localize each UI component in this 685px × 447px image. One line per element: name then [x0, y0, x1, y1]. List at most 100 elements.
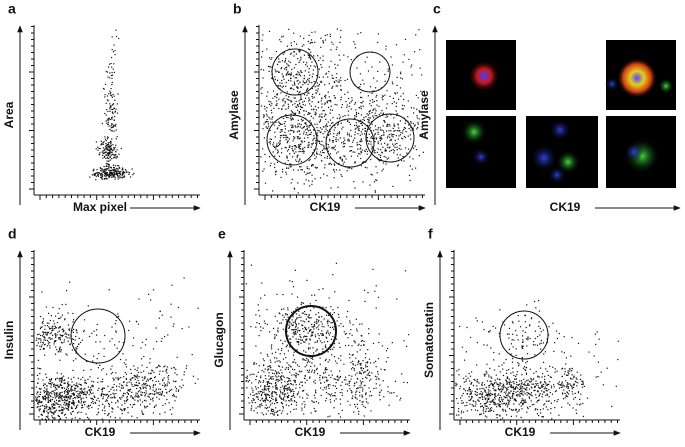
dot [108, 143, 109, 144]
dot [333, 44, 334, 45]
dot [53, 414, 54, 415]
dot [376, 383, 377, 384]
dot [274, 147, 275, 148]
dot [266, 96, 267, 97]
dot [331, 88, 332, 89]
dot [119, 397, 120, 398]
dot [279, 366, 280, 367]
dot [135, 395, 136, 396]
dot [335, 392, 336, 393]
dot [326, 338, 327, 339]
dot [107, 397, 108, 398]
dot [297, 104, 298, 105]
dot [307, 137, 308, 138]
dot [288, 149, 289, 150]
dot [126, 378, 127, 379]
dot [94, 397, 95, 398]
dot [138, 395, 139, 396]
dot [320, 364, 321, 365]
dot [36, 401, 37, 402]
dot [458, 411, 459, 412]
dot [121, 404, 122, 405]
dot [112, 411, 113, 412]
dot [392, 186, 393, 187]
dot [293, 333, 294, 334]
dot [323, 133, 324, 134]
dot [299, 134, 300, 135]
dot [297, 331, 298, 332]
dots [260, 29, 424, 196]
dot [327, 130, 328, 131]
dot [276, 51, 277, 52]
dot [309, 370, 310, 371]
dot [108, 164, 109, 165]
dot [58, 318, 59, 319]
dot [289, 100, 290, 101]
dot [487, 406, 488, 407]
dot [113, 175, 114, 176]
dot [307, 166, 308, 167]
dot [296, 318, 297, 319]
dot [112, 36, 113, 37]
dot [144, 376, 145, 377]
dot [251, 408, 252, 409]
dot [109, 341, 110, 342]
dot [125, 372, 126, 373]
dot [282, 406, 283, 407]
dot [278, 108, 279, 109]
dot [54, 401, 55, 402]
dot [393, 131, 394, 132]
dot [310, 65, 311, 66]
dot [126, 401, 127, 402]
dot [287, 413, 288, 414]
dot [339, 347, 340, 348]
dot [109, 126, 110, 127]
dot [270, 365, 271, 366]
dot [81, 393, 82, 394]
dot [483, 407, 484, 408]
dot [132, 386, 133, 387]
dot [68, 410, 69, 411]
dot [351, 168, 352, 169]
dot [380, 399, 381, 400]
dot [94, 331, 95, 332]
dot [309, 339, 310, 340]
dot [68, 384, 69, 385]
dot [393, 152, 394, 153]
dot [510, 373, 511, 374]
dot [334, 177, 335, 178]
dot [396, 85, 397, 86]
dot [357, 127, 358, 128]
dot [300, 50, 301, 51]
dot [73, 393, 74, 394]
dot [115, 151, 116, 152]
dot [72, 313, 73, 314]
dot [293, 131, 294, 132]
dot [283, 75, 284, 76]
dot [365, 128, 366, 129]
dot [142, 386, 143, 387]
dot [380, 127, 381, 128]
dot [365, 407, 366, 408]
dot [366, 149, 367, 150]
dot [386, 108, 387, 109]
dot [302, 120, 303, 121]
dot [374, 101, 375, 102]
dot [195, 383, 196, 384]
dot [51, 379, 52, 380]
dot [50, 383, 51, 384]
dot [91, 402, 92, 403]
dot [476, 388, 477, 389]
dot [116, 157, 117, 158]
dot [315, 334, 316, 335]
dot [305, 352, 306, 353]
dot [293, 33, 294, 34]
dot [352, 398, 353, 399]
dot [325, 400, 326, 401]
dot [264, 108, 265, 109]
dot [114, 50, 115, 51]
dot [311, 295, 312, 296]
dot [343, 155, 344, 156]
dot [345, 345, 346, 346]
dot [143, 371, 144, 372]
